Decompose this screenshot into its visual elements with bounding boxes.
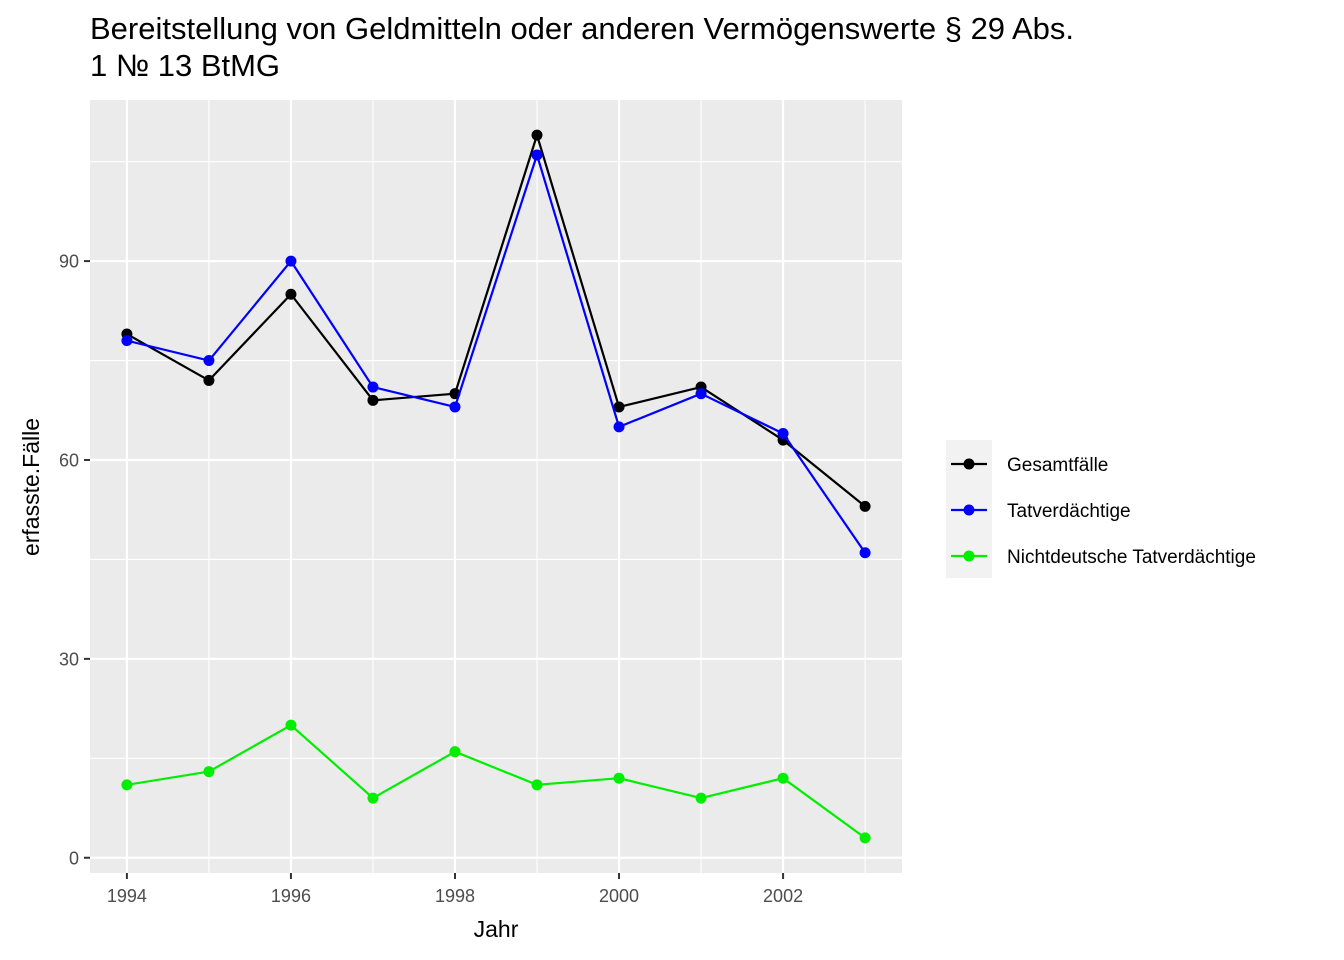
data-point [531, 149, 543, 161]
y-axis: 0 30 60 90 [59, 252, 90, 868]
data-point [777, 772, 789, 784]
x-tick-label: 2000 [599, 886, 639, 906]
legend-label: Gesamtfälle [1007, 455, 1108, 476]
data-point [695, 792, 707, 804]
data-point [613, 401, 625, 413]
legend-key-point [963, 504, 975, 516]
data-point [695, 388, 707, 400]
y-tick-label: 90 [59, 252, 79, 272]
chart-title: Bereitstellung von Geldmitteln oder ande… [90, 11, 1074, 83]
data-point [285, 288, 297, 300]
data-point [859, 547, 871, 559]
series-line [126, 153, 866, 554]
grid-major [90, 100, 902, 873]
data-point [613, 772, 625, 784]
plot-panel [90, 100, 902, 873]
legend-item: Tatverdächtige [951, 501, 1131, 522]
x-tick-label: 1996 [271, 886, 311, 906]
data-point [449, 401, 461, 413]
data-point [367, 394, 379, 406]
grid-minor [90, 100, 902, 873]
series-layer [121, 129, 871, 844]
x-tick-label: 1998 [435, 886, 475, 906]
y-axis-title: erfasste.Fälle [18, 418, 44, 556]
x-axis: 1994 1996 1998 2000 2002 [107, 873, 803, 906]
y-tick-label: 30 [59, 649, 79, 669]
legend-label: Nichtdeutsche Tatverdächtige [1007, 547, 1256, 568]
legend: Gesamtfälle Tatverdächtige Nichtdeutsche T… [946, 440, 1256, 578]
data-point [121, 335, 133, 347]
legend-key-point [963, 458, 975, 470]
data-point [613, 421, 625, 433]
data-point [449, 746, 461, 758]
legend-label: Tatverdächtige [1007, 501, 1131, 522]
data-point [203, 355, 215, 367]
data-point [285, 255, 297, 267]
data-point [859, 500, 871, 512]
legend-item: Nichtdeutsche Tatverdächtige [951, 547, 1256, 568]
data-point [367, 381, 379, 393]
data-point [777, 427, 789, 439]
x-tick-label: 2002 [763, 886, 803, 906]
data-point [121, 779, 133, 791]
legend-item: Gesamtfälle [951, 455, 1108, 476]
series-line [126, 724, 866, 839]
data-point [285, 719, 297, 731]
y-tick-label: 60 [59, 450, 79, 470]
series-nichtdeutsche-tatverdächtige [121, 719, 871, 844]
data-point [531, 779, 543, 791]
data-point [859, 832, 871, 844]
data-point [203, 766, 215, 778]
x-tick-label: 1994 [107, 886, 147, 906]
data-point [367, 792, 379, 804]
data-point [531, 129, 543, 141]
x-axis-title: Jahr [474, 916, 519, 942]
data-point [203, 374, 215, 386]
series-tatverdächtige [121, 149, 871, 559]
y-tick-label: 0 [69, 848, 79, 868]
legend-key-point [963, 550, 975, 562]
